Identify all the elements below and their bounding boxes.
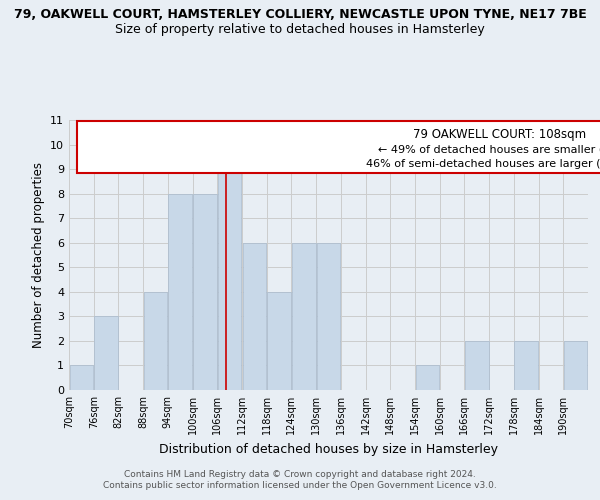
Text: Contains HM Land Registry data © Crown copyright and database right 2024.: Contains HM Land Registry data © Crown c… xyxy=(124,470,476,479)
Bar xyxy=(144,292,167,390)
Bar xyxy=(292,242,316,390)
Bar xyxy=(416,366,439,390)
Text: 79 OAKWELL COURT: 108sqm: 79 OAKWELL COURT: 108sqm xyxy=(413,128,586,141)
Bar xyxy=(70,366,93,390)
Bar xyxy=(94,316,118,390)
Bar xyxy=(514,341,538,390)
Bar xyxy=(465,341,488,390)
Bar xyxy=(317,242,340,390)
Bar xyxy=(193,194,217,390)
Text: Contains public sector information licensed under the Open Government Licence v3: Contains public sector information licen… xyxy=(103,481,497,490)
Bar xyxy=(564,341,587,390)
Text: 79, OAKWELL COURT, HAMSTERLEY COLLIERY, NEWCASTLE UPON TYNE, NE17 7BE: 79, OAKWELL COURT, HAMSTERLEY COLLIERY, … xyxy=(14,8,586,20)
Text: ← 49% of detached houses are smaller (31): ← 49% of detached houses are smaller (31… xyxy=(377,144,600,154)
Bar xyxy=(268,292,291,390)
Text: 46% of semi-detached houses are larger (29) →: 46% of semi-detached houses are larger (… xyxy=(367,160,600,170)
X-axis label: Distribution of detached houses by size in Hamsterley: Distribution of detached houses by size … xyxy=(159,442,498,456)
Text: Size of property relative to detached houses in Hamsterley: Size of property relative to detached ho… xyxy=(115,22,485,36)
FancyBboxPatch shape xyxy=(77,121,600,173)
Bar xyxy=(242,242,266,390)
Bar xyxy=(218,169,241,390)
Bar xyxy=(169,194,192,390)
Y-axis label: Number of detached properties: Number of detached properties xyxy=(32,162,44,348)
